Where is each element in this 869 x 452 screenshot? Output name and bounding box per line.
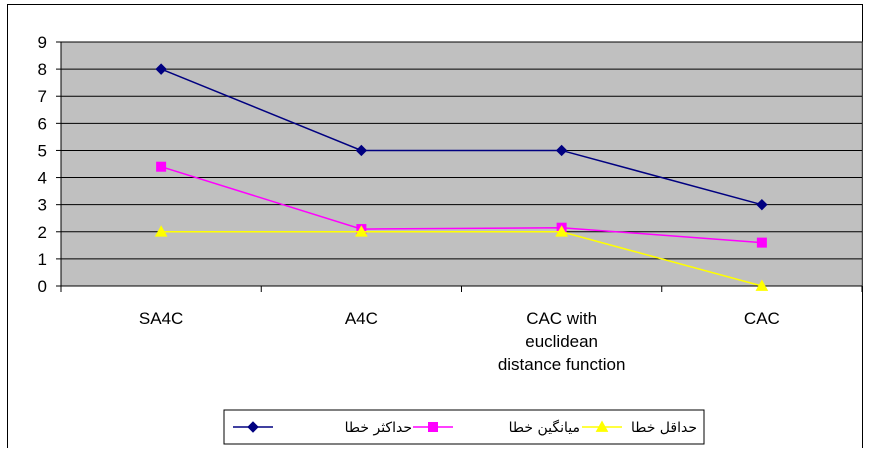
legend-marker <box>595 420 609 432</box>
data-point <box>756 198 768 211</box>
y-tick-label: 0 <box>38 277 47 296</box>
x-tick-label: SA4C <box>139 309 183 328</box>
x-tick-label: CAC with <box>526 309 597 328</box>
data-point <box>756 237 767 248</box>
legend-marker <box>428 422 438 432</box>
data-point <box>755 279 769 291</box>
data-point <box>156 161 167 172</box>
legend-label: میانگین خطا <box>509 419 580 436</box>
y-tick-label: 5 <box>38 141 47 160</box>
x-tick-label: CAC <box>744 309 780 328</box>
data-point <box>555 144 568 157</box>
legend-label: حداکثر خطا <box>345 420 412 436</box>
legend-label: حداقل خطا <box>631 420 697 436</box>
legend-marker <box>247 421 259 433</box>
plot-area <box>60 41 863 287</box>
data-point <box>155 63 167 75</box>
data-point <box>355 225 368 237</box>
y-tick-label: 7 <box>38 87 47 106</box>
series-line <box>160 68 763 206</box>
data-point <box>154 225 168 237</box>
x-tick-label: euclidean <box>525 332 598 351</box>
data-point <box>555 225 568 237</box>
y-tick-label: 4 <box>38 169 47 188</box>
y-tick-label: 6 <box>38 114 47 133</box>
y-tick-label: 3 <box>38 196 47 215</box>
series-line <box>161 231 763 287</box>
y-tick-label: 8 <box>38 60 47 79</box>
data-point <box>355 144 368 157</box>
y-tick-label: 9 <box>38 33 47 52</box>
x-tick-label: A4C <box>345 309 378 328</box>
y-tick-label: 1 <box>38 250 47 269</box>
series-line <box>160 165 762 244</box>
legend-box <box>223 409 705 445</box>
y-tick-label: 2 <box>38 223 47 242</box>
x-tick-label: distance function <box>498 355 626 374</box>
